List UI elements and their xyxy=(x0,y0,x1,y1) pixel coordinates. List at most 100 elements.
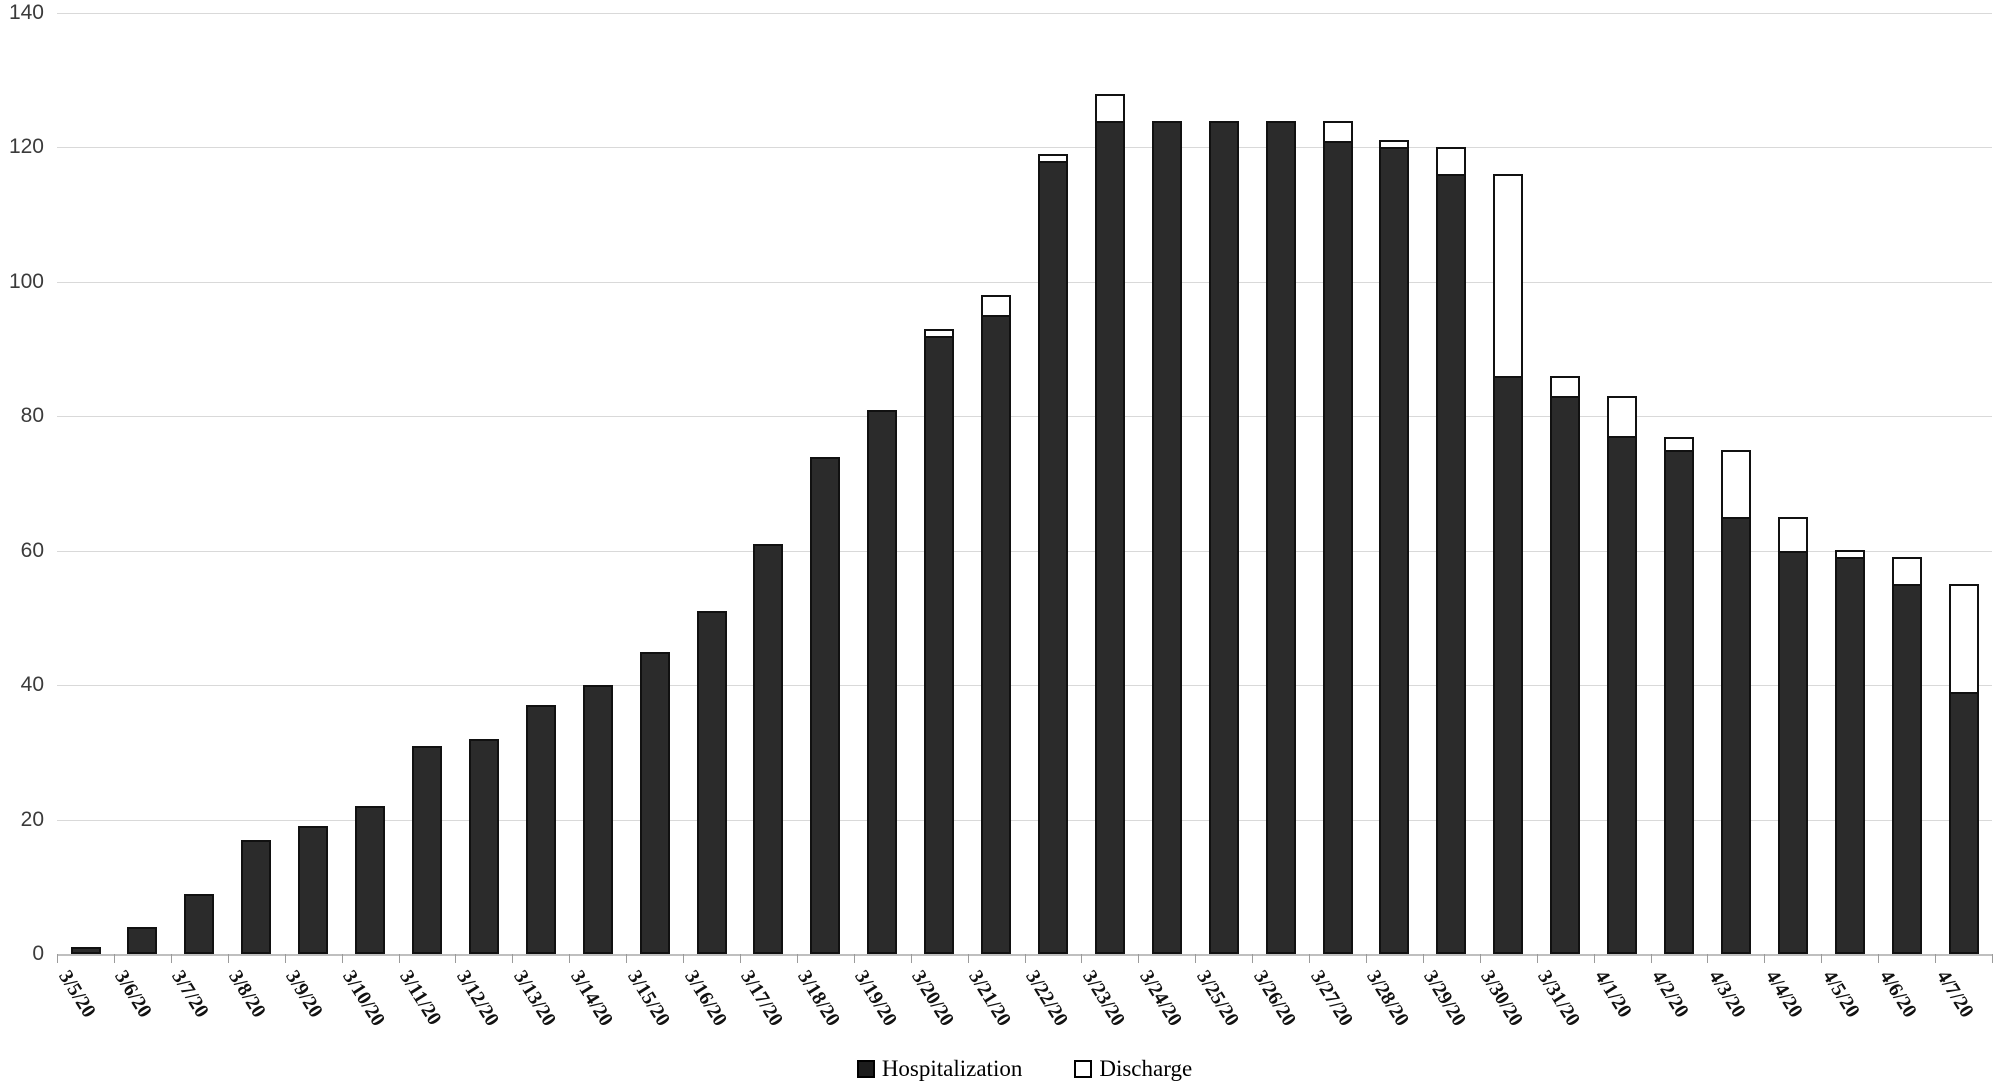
x-axis-tick xyxy=(1195,954,1197,963)
x-axis-tick-label: 3/9/20 xyxy=(281,966,328,1022)
legend-item-hospitalization: Hospitalization xyxy=(856,1056,1023,1082)
bar-hospitalization-segment xyxy=(1208,121,1239,954)
x-axis-tick-label: 3/29/20 xyxy=(1419,966,1471,1030)
x-axis-tick-label: 3/13/20 xyxy=(508,966,561,1030)
bar-discharge-segment xyxy=(1664,437,1694,452)
x-axis-tick-label: 3/22/20 xyxy=(1021,966,1073,1030)
x-axis-tick xyxy=(1422,954,1424,963)
x-axis-tick-label: 3/17/20 xyxy=(736,966,788,1030)
bar-hospitalization-segment xyxy=(639,652,670,954)
x-axis-tick xyxy=(113,954,115,963)
x-axis-tick xyxy=(683,954,684,963)
x-axis-tick-label: 4/4/20 xyxy=(1760,966,1807,1022)
x-axis-tick xyxy=(1821,954,1823,963)
y-axis-tick-label: 40 xyxy=(20,673,44,697)
gridline xyxy=(57,416,1992,418)
bar-hospitalization-segment xyxy=(981,315,1011,954)
bar-hospitalization-segment xyxy=(810,457,841,954)
bar-discharge-segment xyxy=(1322,121,1353,143)
bar-discharge-segment xyxy=(1436,147,1467,176)
x-axis-tick xyxy=(1479,954,1481,963)
x-axis-tick xyxy=(1878,954,1880,963)
bar-discharge-segment xyxy=(1493,174,1524,378)
bar-hospitalization-segment xyxy=(411,746,442,954)
x-axis-tick xyxy=(1935,954,1937,963)
x-axis-tick xyxy=(170,954,172,963)
bar-hospitalization-segment xyxy=(1834,557,1865,954)
x-axis-tick xyxy=(57,954,58,963)
x-axis-tick-label: 3/16/20 xyxy=(679,966,731,1030)
x-axis-tick xyxy=(512,954,514,963)
x-axis-tick-label: 3/7/20 xyxy=(167,966,214,1022)
x-axis-tick xyxy=(284,954,286,963)
x-axis-tick-label: 3/21/20 xyxy=(964,966,1016,1030)
bar-hospitalization-segment xyxy=(1038,161,1068,954)
x-axis-tick-label: 3/18/20 xyxy=(793,966,845,1030)
x-axis-tick xyxy=(227,954,229,963)
x-axis-tick-label: 4/2/20 xyxy=(1647,966,1693,1022)
bar-hospitalization-segment xyxy=(1891,584,1922,954)
x-axis-tick-label: 4/7/20 xyxy=(1931,966,1978,1022)
x-axis-tick xyxy=(626,954,628,963)
x-axis-tick-label: 3/26/20 xyxy=(1248,966,1300,1030)
x-axis-tick xyxy=(455,954,457,963)
gridline xyxy=(57,281,1992,283)
bar-hospitalization-segment xyxy=(298,826,329,954)
x-axis-tick xyxy=(398,954,400,963)
bar-discharge-segment xyxy=(1550,376,1581,398)
bar-discharge-segment xyxy=(1038,154,1068,163)
x-axis-tick-label: 3/12/20 xyxy=(451,966,504,1030)
bar-discharge-segment xyxy=(1607,396,1638,438)
x-axis-tick-label: 3/11/20 xyxy=(395,966,446,1030)
x-axis-tick xyxy=(1992,954,1993,963)
bar-hospitalization-segment xyxy=(70,947,101,954)
bar-hospitalization-segment xyxy=(867,410,898,954)
y-axis-tick-label: 80 xyxy=(20,404,44,428)
legend-item-discharge: Discharge xyxy=(1074,1056,1192,1082)
gridline xyxy=(57,685,1992,687)
x-axis-tick xyxy=(1138,954,1140,963)
bar-hospitalization-segment xyxy=(753,544,784,954)
x-axis-tick-label: 4/6/20 xyxy=(1874,966,1921,1022)
bar-discharge-segment xyxy=(1834,550,1865,559)
x-axis-tick xyxy=(1707,954,1709,963)
x-axis-tick-label: 3/19/20 xyxy=(850,966,902,1030)
x-axis-tick xyxy=(341,954,343,963)
y-axis-tick-label: 20 xyxy=(20,807,44,831)
bar-hospitalization-segment xyxy=(1379,147,1410,954)
bar-hospitalization-segment xyxy=(1151,121,1182,954)
bar-discharge-segment xyxy=(1777,517,1808,553)
bar-hospitalization-segment xyxy=(1094,121,1125,954)
bar-discharge-segment xyxy=(1720,450,1751,519)
x-axis-tick-label: 3/14/20 xyxy=(565,966,617,1030)
x-axis-tick xyxy=(1764,954,1766,963)
x-axis-tick xyxy=(739,954,741,963)
x-axis-tick-label: 3/5/20 xyxy=(53,966,100,1022)
x-axis-tick-label: 4/3/20 xyxy=(1704,966,1750,1022)
gridline xyxy=(57,147,1992,149)
x-axis-tick-label: 3/27/20 xyxy=(1305,966,1357,1030)
bar-discharge-segment xyxy=(1948,584,1979,694)
bar-hospitalization-segment xyxy=(1436,174,1467,954)
y-axis-tick-label: 120 xyxy=(8,135,44,159)
bar-hospitalization-segment xyxy=(525,705,556,954)
bar-hospitalization-segment xyxy=(1550,396,1581,954)
y-axis-tick-label: 100 xyxy=(8,269,44,293)
bar-discharge-segment xyxy=(1094,94,1125,123)
bar-hospitalization-segment xyxy=(1720,517,1751,954)
x-axis-tick xyxy=(910,954,912,963)
y-axis-tick-label: 140 xyxy=(8,1,44,24)
x-axis-tick xyxy=(1024,954,1026,963)
x-axis-tick-label: 3/23/20 xyxy=(1078,966,1130,1030)
x-axis-tick-label: 3/20/20 xyxy=(907,966,959,1030)
x-axis-tick xyxy=(1536,954,1538,963)
legend-label-hospitalization: Hospitalization xyxy=(881,1056,1023,1081)
legend-label-discharge: Discharge xyxy=(1099,1056,1193,1081)
bar-hospitalization-segment xyxy=(1664,450,1694,954)
x-axis-tick xyxy=(796,954,798,963)
bar-discharge-segment xyxy=(1379,140,1410,149)
x-axis-tick-label: 3/25/20 xyxy=(1191,966,1243,1030)
bar-hospitalization-segment xyxy=(1322,141,1353,954)
gridline xyxy=(57,819,1992,821)
